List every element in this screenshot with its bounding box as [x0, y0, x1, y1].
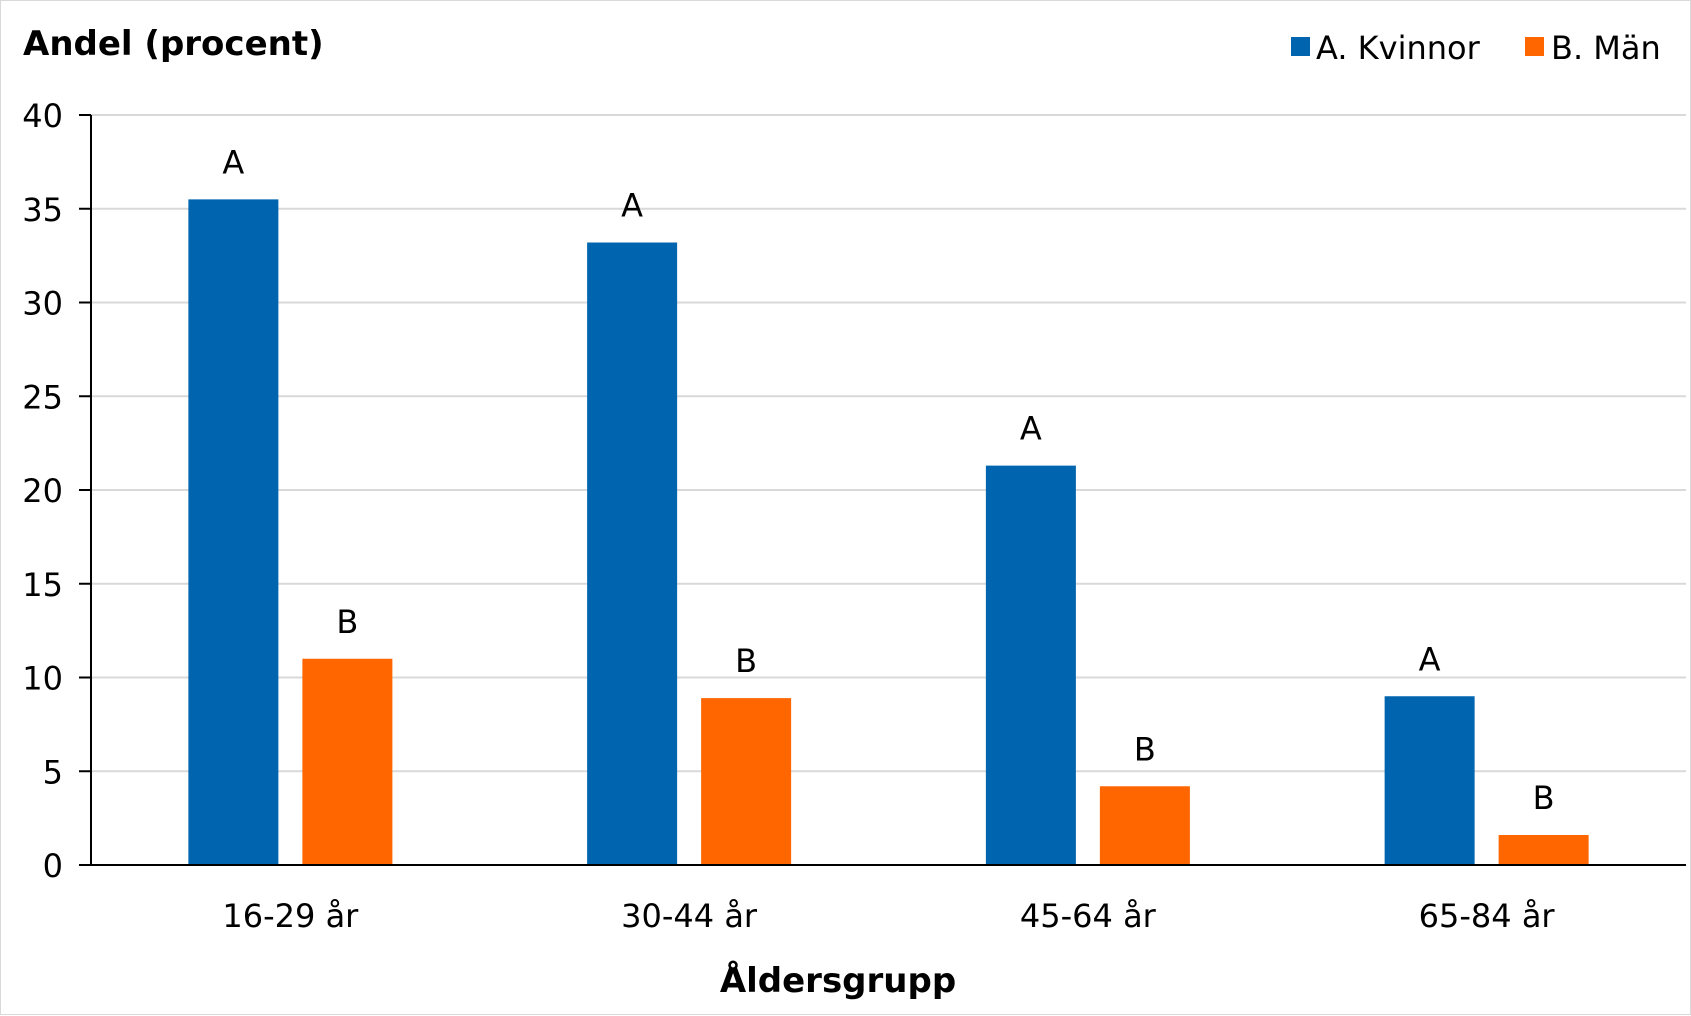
y-tick-labels: 0 5 10 15 20 25 30 35 40	[22, 97, 63, 885]
bars	[188, 199, 1589, 865]
legend: A. Kvinnor B. Män	[1291, 29, 1661, 67]
bar-kvinnor	[188, 199, 279, 865]
data-label-man: B	[1134, 730, 1156, 768]
y-tick-label: 0	[43, 847, 63, 885]
bar-kvinnor	[587, 242, 678, 865]
x-tick-label: 65-84 år	[1419, 897, 1556, 935]
legend-swatch-man	[1525, 37, 1544, 56]
x-tick-label: 16-29 år	[222, 897, 359, 935]
data-label-man: B	[735, 642, 757, 680]
data-label-man: B	[336, 603, 358, 641]
bar-man	[1498, 835, 1589, 865]
y-tick-label: 25	[22, 378, 63, 416]
y-tick-label: 5	[43, 753, 63, 791]
bar-man	[701, 698, 792, 865]
x-axis-title: Åldersgrupp	[720, 960, 956, 1001]
x-tick-label: 30-44 år	[621, 897, 758, 935]
data-label-kvinnor: A	[1020, 410, 1042, 448]
legend-swatch-kvinnor	[1291, 37, 1310, 56]
data-label-kvinnor: A	[222, 143, 244, 181]
y-tick-label: 35	[22, 191, 63, 229]
x-tick-label: 45-64 år	[1020, 897, 1157, 935]
y-axis-title: Andel (procent)	[23, 24, 324, 64]
y-tick-label: 15	[22, 566, 63, 604]
data-label-kvinnor: A	[621, 187, 643, 225]
legend-label-kvinnor: A. Kvinnor	[1316, 29, 1481, 67]
data-labels: A B A B A B A B	[222, 143, 1554, 817]
y-tick-label: 10	[22, 660, 63, 698]
bar-kvinnor	[985, 465, 1076, 865]
y-tick-label: 30	[22, 285, 63, 323]
bar-kvinnor	[1384, 696, 1475, 865]
bar-man	[302, 658, 393, 865]
x-tick-labels: 16-29 år 30-44 år 45-64 år 65-84 år	[222, 897, 1555, 935]
data-label-man: B	[1533, 779, 1555, 817]
axes	[79, 114, 1686, 866]
legend-label-man: B. Män	[1551, 29, 1661, 67]
y-tick-label: 20	[22, 472, 63, 510]
y-tick-label: 40	[22, 97, 63, 135]
data-label-kvinnor: A	[1419, 640, 1441, 678]
bar-man	[1099, 786, 1190, 865]
